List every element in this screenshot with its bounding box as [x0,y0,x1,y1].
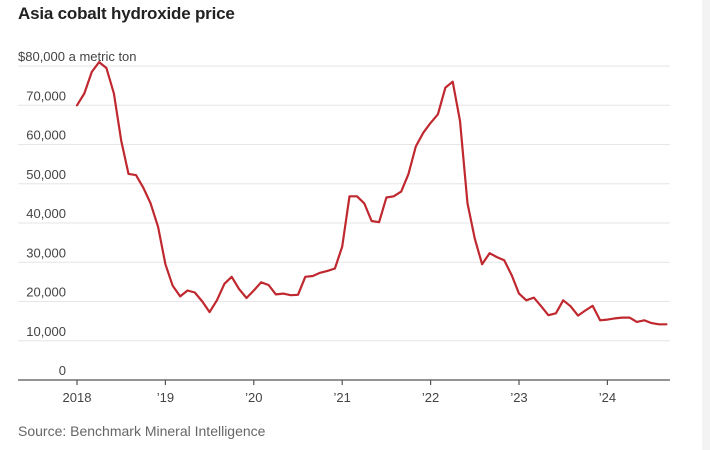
y-tick-label: 0 [59,363,66,378]
series-layer [75,60,668,326]
x-tick-label: 2018 [63,390,92,405]
source-note: Source: Benchmark Mineral Intelligence [18,423,266,439]
series-line-cobalt-price [75,60,668,326]
x-tick-label: ’24 [599,390,616,405]
y-tick-label: 30,000 [26,245,66,260]
x-tick-label: ’19 [157,390,174,405]
chart-title: Asia cobalt hydroxide price [18,4,235,23]
x-tick-label: ’20 [245,390,262,405]
y-tick-label: 40,000 [26,206,66,221]
x-axis: 2018 ’19 ’20 ’21 ’22 ’23 ’24 [18,379,670,405]
y-axis-labels: $80,000 a metric ton 70,000 60,000 50,000 40… [18,49,137,378]
scrollbar-track [702,0,710,450]
y-tick-label: 60,000 [26,128,66,143]
y-tick-label: 20,000 [26,285,66,300]
y-tick-label: 10,000 [26,324,66,339]
x-tick-label: ’23 [510,390,527,405]
x-tick-label: ’22 [422,390,439,405]
y-tick-label: 50,000 [26,167,66,182]
y-tick-label: $80,000 a metric ton [18,49,137,64]
x-tick-label: ’21 [334,390,351,405]
y-tick-label: 70,000 [26,88,66,103]
